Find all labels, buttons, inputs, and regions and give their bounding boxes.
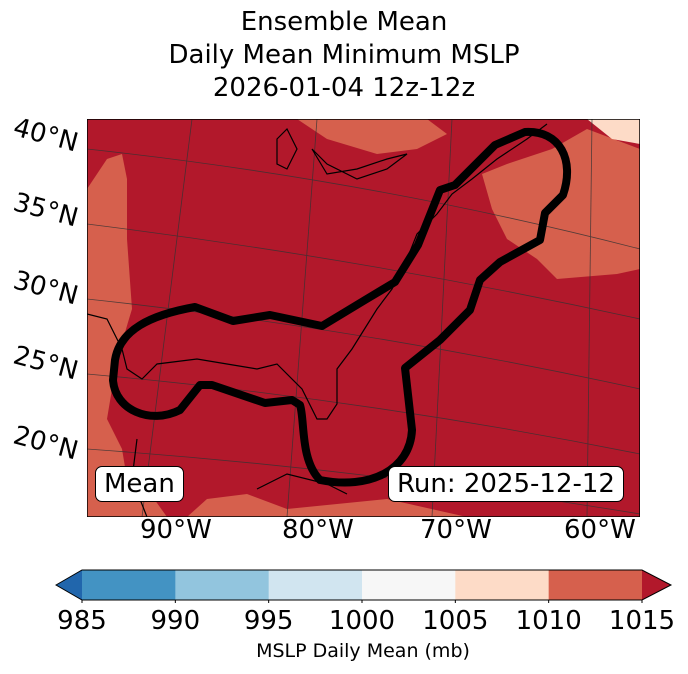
colorbar-segment: [268, 570, 363, 600]
colorbar-segment: [548, 570, 643, 600]
title-line-1: Ensemble Mean: [240, 7, 448, 37]
colorbar-segment: [362, 570, 456, 600]
region-1000-1005: [587, 119, 640, 144]
title-line-2: Daily Mean Minimum MSLP: [168, 40, 520, 70]
colorbar-label: MSLP Daily Mean (mb): [256, 640, 470, 662]
colorbar-tick-label: 995: [243, 606, 294, 636]
lat-label-30: 30°N: [10, 265, 82, 312]
ensemble-contour: [109, 127, 571, 487]
colorbar-tick-label: 1010: [515, 606, 582, 636]
mean-label-box: Mean: [95, 466, 184, 502]
region-1005-1010-north: [297, 119, 447, 154]
lon-label-70w: 70°W: [420, 515, 492, 545]
lat-label-20: 20°N: [10, 420, 82, 467]
lon-label-60w: 60°W: [564, 515, 636, 545]
colorbar-segment: [82, 570, 176, 600]
lat-label-25: 25°N: [10, 340, 82, 387]
colorbar-segment: [175, 570, 270, 600]
colorbar-tick-label: 1015: [608, 606, 676, 636]
colorbar-extend-low: [56, 570, 82, 600]
colorbar-segment: [455, 570, 550, 600]
region-1005-1010-south: [187, 494, 467, 517]
region-1005-1010-east: [482, 129, 640, 279]
run-date-box: Run: 2025-12-12: [388, 466, 624, 502]
colorbar-extend-high: [642, 570, 671, 600]
lat-label-40: 40°N: [10, 112, 82, 159]
title-line-3: 2026-01-04 12z-12z: [212, 73, 476, 103]
colorbar-tick-label: 990: [150, 606, 201, 636]
region-1005-1010-west: [87, 154, 167, 517]
lon-label-80w: 80°W: [282, 515, 354, 545]
colorbar: [55, 569, 673, 603]
map: [87, 119, 640, 517]
lon-label-90w: 90°W: [140, 515, 212, 545]
lat-label-35: 35°N: [10, 187, 82, 234]
colorbar-tick-label: 985: [57, 606, 107, 636]
colorbar-tick-label: 1000: [328, 606, 396, 636]
colorbar-tick-label: 1005: [422, 606, 489, 636]
